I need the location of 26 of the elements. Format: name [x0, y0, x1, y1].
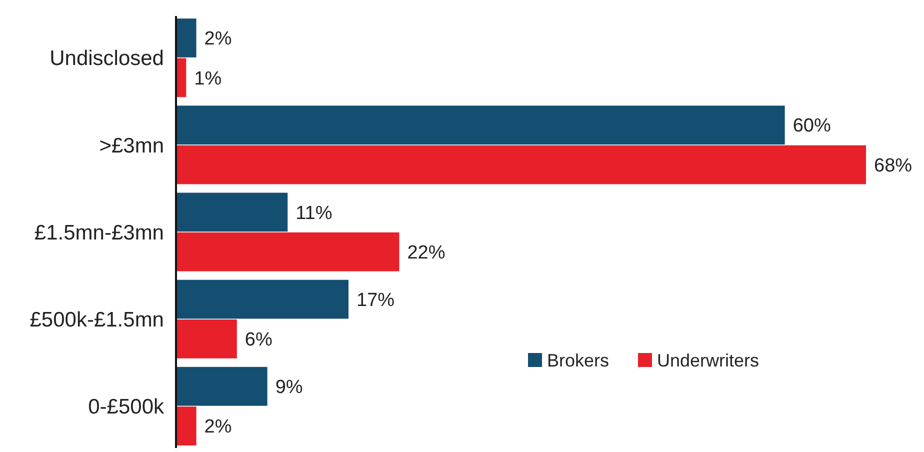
- data-label: 11%: [296, 202, 332, 224]
- y-tick-label: £500k-£1.5mn: [30, 308, 164, 332]
- bar: [176, 280, 348, 319]
- data-label: 68%: [874, 155, 912, 176]
- bar: [176, 232, 400, 272]
- data-label: 2%: [204, 416, 232, 438]
- legend-label: Underwriters: [657, 350, 760, 370]
- data-label: 9%: [275, 377, 303, 398]
- data-label: 6%: [244, 330, 272, 351]
- data-label: 60%: [792, 116, 831, 137]
- bar: [176, 319, 237, 358]
- bar: [176, 366, 268, 406]
- bar: [176, 106, 785, 145]
- data-label: 17%: [356, 290, 395, 311]
- data-label: 1%: [194, 68, 222, 90]
- data-label: 2%: [204, 28, 232, 50]
- legend-label: Brokers: [547, 350, 610, 370]
- bar: [176, 18, 196, 58]
- bar: [176, 145, 866, 184]
- y-tick-label: £1.5mn-£3mn: [34, 221, 164, 244]
- data-label: 22%: [407, 242, 446, 264]
- y-tick-label: Undisclosed: [50, 47, 164, 70]
- y-tick-label: >£3mn: [99, 134, 164, 158]
- bar: [176, 406, 196, 446]
- y-tick-label: 0-£500k: [88, 396, 164, 419]
- bar: [176, 192, 288, 232]
